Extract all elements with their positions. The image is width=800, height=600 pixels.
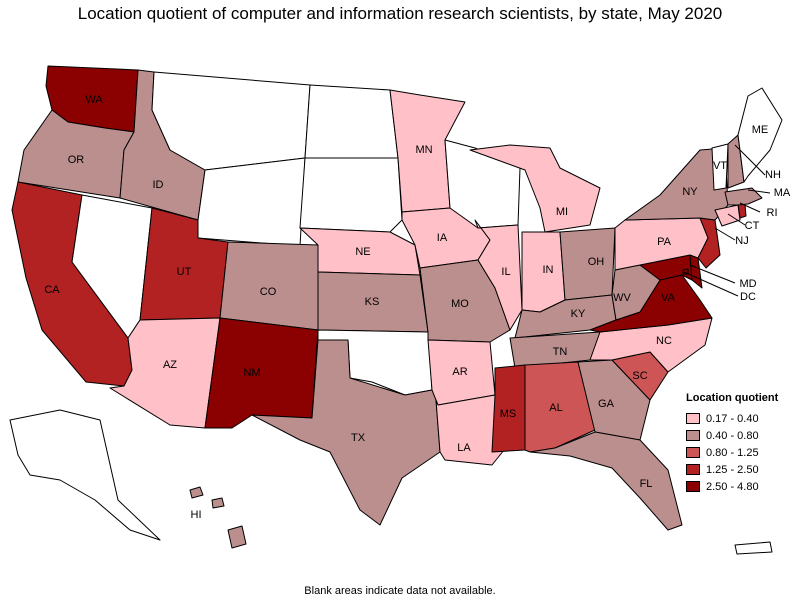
state-ak <box>9 409 161 541</box>
state-pr <box>734 541 773 555</box>
legend-label: 2.50 - 4.80 <box>706 480 759 493</box>
footnote: Blank areas indicate data not available. <box>304 585 496 597</box>
state-label-la: LA <box>457 442 471 454</box>
state-label-nj: NJ <box>735 235 748 247</box>
legend-item: 0.17 - 0.40 <box>686 410 798 427</box>
map-title: Location quotient of computer and inform… <box>77 4 723 23</box>
state-label-ri: RI <box>767 207 778 219</box>
legend-swatch <box>686 464 700 475</box>
legend-swatch <box>686 481 700 492</box>
state-mi <box>469 144 601 233</box>
state-nm <box>204 317 319 429</box>
legend-item: 1.25 - 2.50 <box>686 461 798 478</box>
state-label-wa: WA <box>85 94 103 106</box>
state-label-az: AZ <box>163 359 177 371</box>
state-hi <box>189 486 247 549</box>
state-label-nh: NH <box>765 169 781 181</box>
state-label-mo: MO <box>451 298 469 310</box>
legend-label: 0.40 - 0.80 <box>706 429 759 442</box>
map-legend: Location quotient 0.17 - 0.40 0.40 - 0.80… <box>686 392 798 495</box>
state-label-mn: MN <box>415 144 432 156</box>
legend-item: 0.40 - 0.80 <box>686 427 798 444</box>
state-label-ky: KY <box>571 308 586 320</box>
state-label-oh: OH <box>588 256 605 268</box>
state-ma <box>724 187 763 206</box>
state-label-in: IN <box>543 264 554 276</box>
state-label-ca: CA <box>44 284 60 296</box>
legend-item: 0.80 - 1.25 <box>686 444 798 461</box>
state-label-ar: AR <box>452 366 467 378</box>
state-label-il: IL <box>501 266 510 278</box>
legend-swatch <box>686 413 700 424</box>
state-label-or: OR <box>68 154 85 166</box>
state-label-ma: MA <box>774 187 791 199</box>
state-label-ks: KS <box>365 296 380 308</box>
state-label-tn: TN <box>553 346 568 358</box>
state-label-me: ME <box>752 124 769 136</box>
legend-item: 2.50 - 4.80 <box>686 478 798 495</box>
state-labels: WA OR CA ID UT AZ CO NM NE KS TX MN IA MO AR LA IL MI IN OH… <box>44 94 791 521</box>
state-nd <box>304 84 399 159</box>
state-label-ms: MS <box>500 408 517 420</box>
state-label-wv: WV <box>613 292 631 304</box>
state-tx <box>251 339 441 526</box>
state-label-ga: GA <box>598 398 615 410</box>
state-label-tx: TX <box>351 432 366 444</box>
state-sd <box>299 157 403 233</box>
state-label-ne: NE <box>355 246 370 258</box>
state-ri <box>737 203 747 219</box>
state-label-hi: HI <box>191 509 202 521</box>
state-wy <box>197 157 306 247</box>
legend-label: 0.17 - 0.40 <box>706 412 759 425</box>
state-ct <box>714 204 741 227</box>
legend-swatch <box>686 430 700 441</box>
state-label-nc: NC <box>656 335 672 347</box>
state-label-co: CO <box>260 286 277 298</box>
state-ms <box>491 364 526 453</box>
legend-title: Location quotient <box>686 392 779 404</box>
state-label-al: AL <box>549 402 562 414</box>
state-vt <box>711 143 729 191</box>
state-label-id: ID <box>153 179 164 191</box>
state-label-ny: NY <box>682 186 698 198</box>
state-il <box>474 219 523 331</box>
state-label-ut: UT <box>177 266 192 278</box>
state-label-ct: CT <box>745 220 760 232</box>
state-label-fl: FL <box>640 478 653 490</box>
state-label-ia: IA <box>437 232 448 244</box>
state-fl <box>529 431 683 531</box>
state-label-nm: NM <box>243 367 260 379</box>
state-label-pa: PA <box>657 236 672 248</box>
state-label-md: MD <box>739 278 756 290</box>
state-label-sc: SC <box>632 370 647 382</box>
states-layer <box>9 65 783 555</box>
legend-label: 0.80 - 1.25 <box>706 446 759 459</box>
state-label-va: VA <box>661 292 676 304</box>
legend-label: 1.25 - 2.50 <box>706 463 759 476</box>
state-label-mi: MI <box>556 206 568 218</box>
state-label-dc: DC <box>740 291 756 303</box>
state-label-vt: VT <box>713 160 727 172</box>
legend-swatch <box>686 447 700 458</box>
leader-lines <box>683 144 771 297</box>
